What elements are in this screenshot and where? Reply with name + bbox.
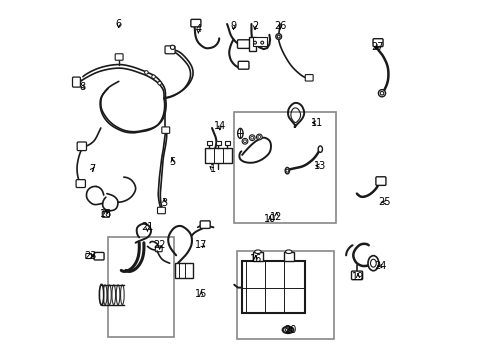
Ellipse shape [283, 327, 294, 333]
Bar [207, 141, 212, 145]
FancyBboxPatch shape [238, 40, 250, 48]
Ellipse shape [286, 250, 292, 253]
Bar [253, 252, 263, 261]
Text: 10: 10 [264, 215, 276, 224]
Text: 20: 20 [285, 325, 297, 335]
FancyBboxPatch shape [155, 246, 162, 252]
Bar [216, 141, 221, 145]
Text: 16: 16 [249, 254, 262, 264]
Bar [175, 263, 193, 278]
Ellipse shape [238, 129, 243, 138]
Circle shape [145, 71, 148, 74]
FancyBboxPatch shape [102, 212, 109, 217]
Circle shape [378, 90, 386, 97]
FancyBboxPatch shape [157, 207, 166, 214]
Text: 2: 2 [252, 21, 258, 31]
Circle shape [261, 41, 264, 44]
Text: 17: 17 [195, 239, 207, 249]
Text: 21: 21 [141, 222, 154, 232]
Ellipse shape [285, 328, 291, 332]
Text: 24: 24 [374, 261, 387, 271]
Text: 15: 15 [195, 289, 207, 299]
Text: 14: 14 [214, 121, 226, 131]
Circle shape [258, 135, 261, 138]
Text: 3: 3 [161, 198, 168, 208]
Bar [205, 148, 232, 163]
Text: 9: 9 [230, 21, 237, 31]
Bar [224, 141, 230, 145]
Circle shape [277, 35, 280, 38]
Ellipse shape [318, 146, 322, 152]
FancyBboxPatch shape [373, 39, 383, 46]
FancyBboxPatch shape [115, 54, 123, 60]
FancyBboxPatch shape [200, 221, 210, 228]
FancyBboxPatch shape [191, 19, 201, 27]
Text: 22: 22 [153, 240, 166, 250]
Ellipse shape [255, 250, 261, 253]
Text: 1: 1 [210, 164, 216, 174]
Circle shape [242, 138, 248, 144]
Circle shape [249, 135, 255, 140]
FancyBboxPatch shape [238, 61, 249, 69]
Bar [108, 237, 174, 337]
FancyBboxPatch shape [165, 46, 175, 54]
FancyBboxPatch shape [86, 253, 92, 258]
Text: 23: 23 [84, 251, 96, 261]
Ellipse shape [370, 259, 376, 267]
Circle shape [152, 75, 155, 78]
Ellipse shape [368, 256, 379, 271]
Text: 26: 26 [274, 21, 286, 31]
FancyBboxPatch shape [376, 177, 386, 185]
FancyBboxPatch shape [351, 271, 363, 280]
Text: 4: 4 [196, 24, 201, 35]
Text: 8: 8 [80, 82, 86, 92]
Text: 6: 6 [116, 19, 122, 29]
Circle shape [256, 134, 262, 140]
Text: 18: 18 [100, 209, 112, 219]
Text: 5: 5 [170, 157, 176, 167]
Bar [284, 252, 294, 261]
Bar [237, 251, 334, 338]
Bar [253, 37, 267, 45]
Text: 25: 25 [378, 197, 391, 207]
FancyBboxPatch shape [77, 142, 87, 150]
Ellipse shape [99, 284, 104, 305]
Circle shape [254, 41, 256, 44]
Circle shape [286, 169, 289, 172]
Bar [249, 37, 256, 51]
Bar [242, 261, 305, 314]
Circle shape [380, 91, 384, 95]
Bar [234, 112, 336, 223]
Text: 19: 19 [352, 272, 364, 282]
Text: 13: 13 [314, 161, 326, 171]
FancyBboxPatch shape [73, 77, 80, 87]
FancyBboxPatch shape [305, 75, 313, 81]
Text: 11: 11 [311, 118, 323, 128]
Circle shape [276, 34, 282, 40]
Text: 7: 7 [90, 164, 96, 174]
Circle shape [244, 140, 246, 143]
Circle shape [171, 45, 175, 49]
Text: 27: 27 [371, 42, 384, 51]
FancyBboxPatch shape [76, 180, 85, 188]
Text: 12: 12 [270, 212, 283, 221]
Ellipse shape [285, 167, 290, 174]
Circle shape [251, 136, 254, 139]
Circle shape [158, 81, 161, 85]
FancyBboxPatch shape [94, 252, 104, 260]
FancyBboxPatch shape [162, 127, 170, 134]
